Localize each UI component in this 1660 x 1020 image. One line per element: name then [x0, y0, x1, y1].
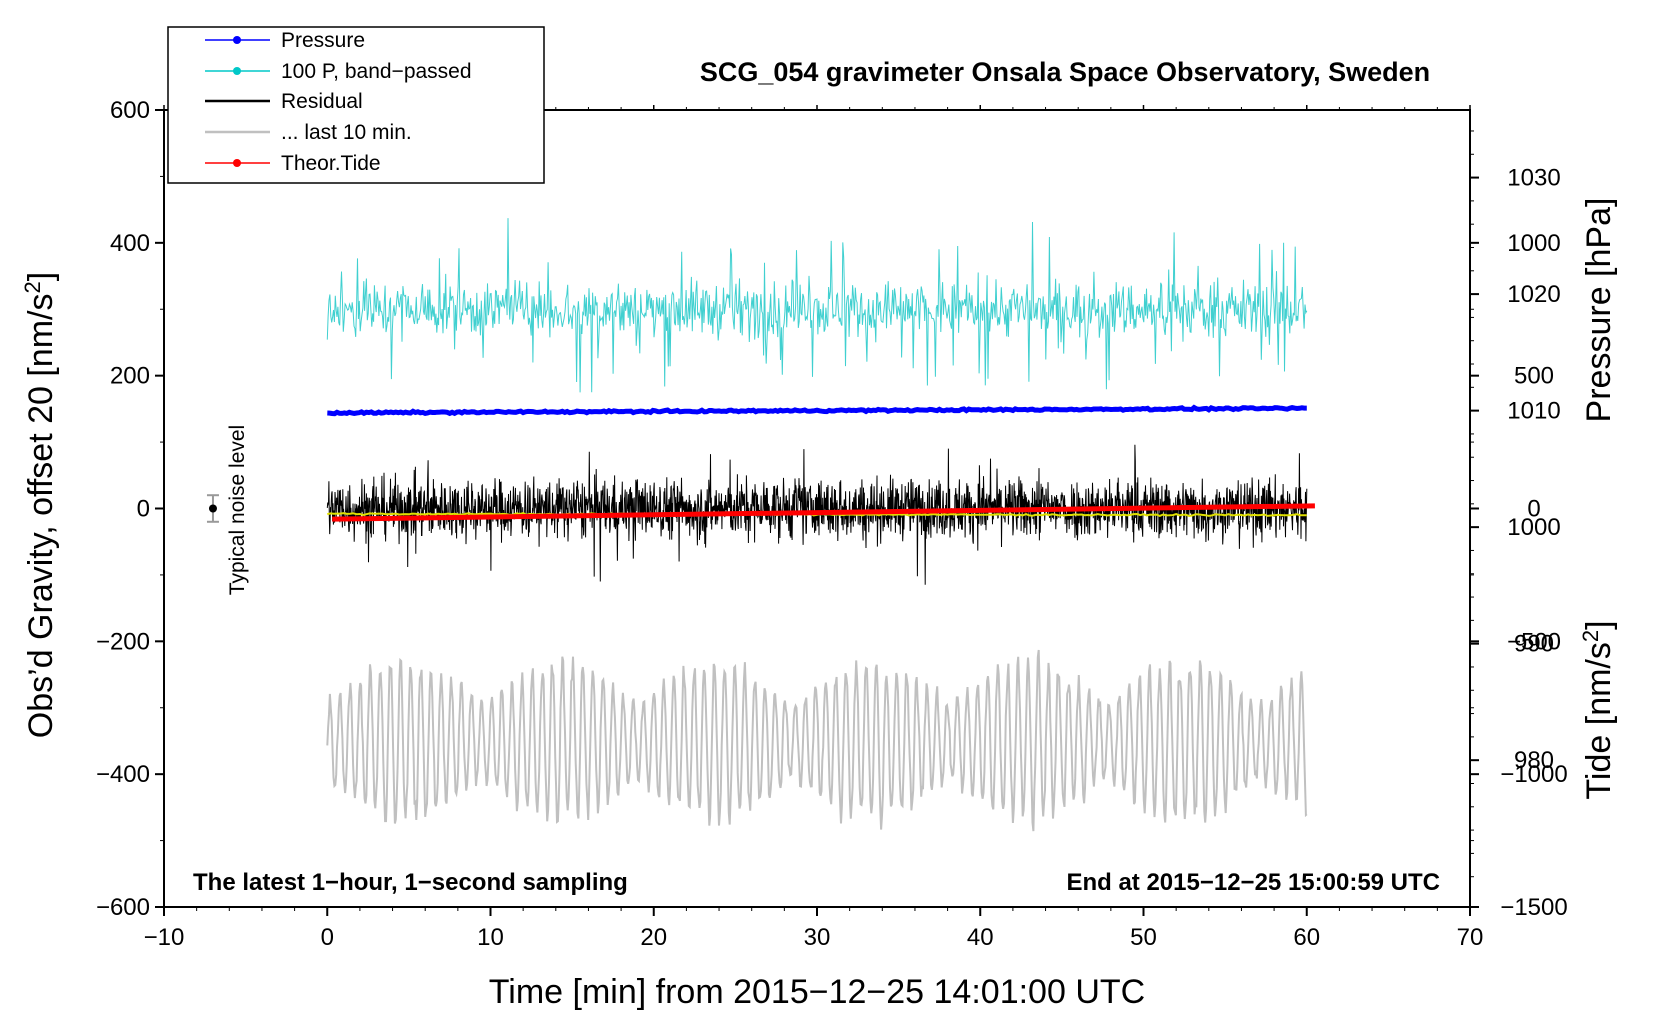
tide-tick-label: −1000	[1500, 761, 1567, 788]
pressure-tick-label: 1020	[1507, 281, 1560, 308]
legend: Pressure 100 P, band−passed Residual ...…	[167, 26, 545, 184]
x-tick-label: 50	[1130, 924, 1157, 951]
x-tick-label: 0	[321, 924, 334, 951]
legend-label-pressure: Pressure	[281, 29, 365, 52]
y-tick-label: 200	[110, 363, 150, 390]
noise-marker	[206, 494, 219, 523]
x-tick-label: 30	[804, 924, 831, 951]
tide-tick-label: 1000	[1507, 230, 1560, 257]
x-tick-label: 70	[1457, 924, 1484, 951]
x-tick-label: 40	[967, 924, 994, 951]
noise-point	[208, 504, 217, 513]
legend-label-residual: Residual	[281, 90, 363, 113]
tide-tick-label: 0	[1527, 496, 1540, 523]
pressure-tick-label: 1030	[1507, 165, 1560, 192]
series-residual	[326, 444, 1308, 585]
series-band-passed	[326, 218, 1308, 393]
tide-tick-label: −1500	[1500, 894, 1567, 921]
tide-axis-title-main: Tide [nm/s	[1580, 642, 1618, 799]
x-tick-label: 10	[477, 924, 504, 951]
pressure-tick-label: 990	[1514, 631, 1554, 658]
y-axis-title-end: ]	[22, 272, 60, 281]
series-pressure	[327, 404, 1307, 417]
tide-tick-label: −500	[1507, 628, 1561, 655]
x-tick-label: −10	[144, 924, 185, 951]
x-tick-label: 20	[640, 924, 667, 951]
y-tick-label: −200	[96, 628, 150, 655]
y-tick-label: 400	[110, 230, 150, 257]
noise-label: Typical noise level	[226, 425, 249, 595]
tide-axis-title-end: ]	[1580, 620, 1618, 629]
legend-item-band-passed: 100 P, band−passed	[205, 60, 472, 83]
note-bottom-left: The latest 1−hour, 1−second sampling	[193, 869, 628, 896]
axis-ticks: −10 0 10 20 30 40 50 60 70−600−400−2000200400600…	[96, 97, 1568, 951]
pressure-tick-label: 1000	[1507, 514, 1560, 541]
y-tick-label: 0	[137, 496, 150, 523]
y-axis-title-main: Obs’d Gravity, offset 20 [nm/s	[22, 294, 60, 739]
tide-tick-label: 500	[1514, 363, 1554, 390]
legend-label-last-10-min: ... last 10 min.	[281, 121, 412, 144]
y-tick-label: 600	[110, 97, 150, 124]
tide-axis-title-sup: 2	[1578, 630, 1603, 642]
y-axis-title: Obs’d Gravity, offset 20 [nm/s2]	[20, 272, 60, 738]
series-last-10-min	[326, 649, 1308, 832]
legend-marker-band-passed	[233, 67, 241, 75]
y-axis-title-sup: 2	[20, 281, 45, 293]
legend-marker-theor-tide	[233, 159, 241, 167]
legend-item-theor-tide: Theor.Tide	[205, 152, 381, 175]
series-theor-tide	[332, 503, 1315, 522]
pressure-tick-label: 980	[1514, 747, 1554, 774]
legend-item-pressure: Pressure	[205, 29, 365, 52]
x-tick-label: 60	[1293, 924, 1320, 951]
legend-marker-pressure	[233, 36, 241, 44]
y-tick-label: −600	[96, 894, 150, 921]
legend-label-band-passed: 100 P, band−passed	[281, 60, 472, 83]
series-layer	[326, 218, 1315, 832]
legend-box	[167, 26, 545, 184]
y-tick-label: −400	[96, 761, 150, 788]
x-axis-title: Time [min] from 2015−12−25 14:01:00 UTC	[489, 973, 1145, 1011]
note-bottom-right: End at 2015−12−25 15:00:59 UTC	[1066, 869, 1440, 896]
tide-axis-title: Tide [nm/s2]	[1578, 620, 1618, 799]
legend-item-last-10-min: ... last 10 min.	[205, 121, 412, 144]
legend-label-theor-tide: Theor.Tide	[281, 152, 381, 175]
legend-item-residual: Residual	[205, 90, 363, 113]
pressure-tick-label: 1010	[1507, 398, 1560, 425]
pressure-axis-title: Pressure [hPa]	[1580, 198, 1618, 423]
chart-title: SCG_054 gravimeter Onsala Space Observat…	[700, 57, 1430, 87]
